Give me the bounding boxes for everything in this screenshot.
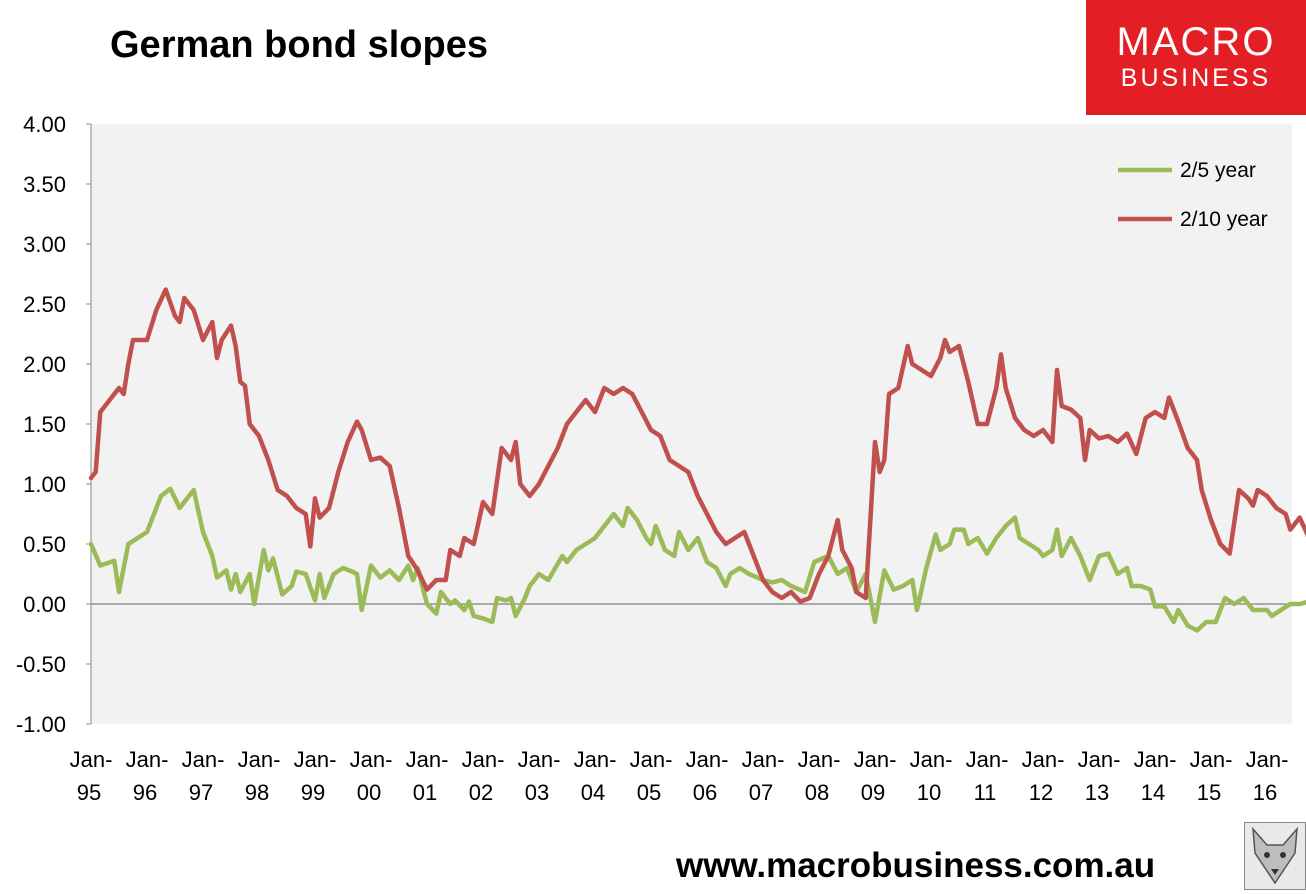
x-tick-label: Jan-	[630, 747, 673, 772]
x-tick-label: Jan-	[1022, 747, 1065, 772]
x-tick-label: Jan-	[462, 747, 505, 772]
x-tick-label: 08	[805, 780, 829, 805]
x-tick-label: Jan-	[1134, 747, 1177, 772]
x-tick-label: Jan-	[182, 747, 225, 772]
x-tick-label: Jan-	[910, 747, 953, 772]
y-tick-label: 1.00	[23, 472, 66, 497]
y-tick-label: 2.50	[23, 292, 66, 317]
x-tick-label: 07	[749, 780, 773, 805]
x-tick-label: 98	[245, 780, 269, 805]
y-tick-label: -1.00	[16, 712, 66, 737]
x-tick-label: 09	[861, 780, 885, 805]
x-tick-label: 16	[1253, 780, 1277, 805]
x-tick-label: Jan-	[126, 747, 169, 772]
series-line-1	[88, 486, 1306, 633]
x-tick-label: 95	[77, 780, 101, 805]
y-tick-label: 0.50	[23, 532, 66, 557]
x-tick-label: 02	[469, 780, 493, 805]
y-tick-label: 3.00	[23, 232, 66, 257]
macrobusiness-logo: MACRO BUSINESS	[1086, 0, 1306, 115]
x-tick-label: Jan-	[574, 747, 617, 772]
y-tick-label: 3.50	[23, 172, 66, 197]
legend-label-1: 2/5 year	[1180, 159, 1256, 182]
x-tick-label: Jan-	[294, 747, 337, 772]
x-tick-label: 96	[133, 780, 157, 805]
y-tick-label: 2.00	[23, 352, 66, 377]
x-tick-label: 99	[301, 780, 325, 805]
x-tick-label: Jan-	[70, 747, 113, 772]
y-tick-label: 1.50	[23, 412, 66, 437]
legend-label-2: 2/10 year	[1180, 208, 1268, 231]
y-tick-label: 4.00	[23, 112, 66, 137]
fox-logo-icon	[1244, 822, 1306, 890]
x-tick-label: 05	[637, 780, 661, 805]
x-tick-label: Jan-	[1078, 747, 1121, 772]
x-tick-label: 06	[693, 780, 717, 805]
series-line-2	[88, 287, 1306, 604]
logo-line-2: BUSINESS	[1120, 64, 1272, 92]
x-tick-label: Jan-	[686, 747, 729, 772]
x-tick-label: Jan-	[798, 747, 841, 772]
x-tick-label: 12	[1029, 780, 1053, 805]
x-tick-label: Jan-	[854, 747, 897, 772]
y-tick-label: 0.00	[23, 592, 66, 617]
plot-area	[91, 124, 1292, 724]
x-tick-label: Jan-	[1190, 747, 1233, 772]
x-tick-label: Jan-	[350, 747, 393, 772]
x-tick-label: 15	[1197, 780, 1221, 805]
x-tick-label: 14	[1141, 780, 1165, 805]
x-tick-label: Jan-	[406, 747, 449, 772]
x-tick-label: 10	[917, 780, 941, 805]
logo-line-1: MACRO	[1116, 20, 1276, 64]
x-tick-label: 03	[525, 780, 549, 805]
x-tick-label: 11	[974, 780, 997, 805]
chart-title: German bond slopes	[110, 24, 488, 66]
x-tick-label: Jan-	[518, 747, 561, 772]
y-tick-label: -0.50	[16, 652, 66, 677]
x-tick-label: 00	[357, 780, 381, 805]
x-tick-label: Jan-	[966, 747, 1009, 772]
x-tick-label: Jan-	[1246, 747, 1289, 772]
x-tick-label: 13	[1085, 780, 1109, 805]
x-tick-label: Jan-	[742, 747, 785, 772]
website-url: www.macrobusiness.com.au	[676, 846, 1156, 885]
x-tick-label: 97	[189, 780, 213, 805]
x-tick-label: 04	[581, 780, 605, 805]
x-tick-label: 01	[413, 780, 437, 805]
x-tick-label: Jan-	[238, 747, 281, 772]
